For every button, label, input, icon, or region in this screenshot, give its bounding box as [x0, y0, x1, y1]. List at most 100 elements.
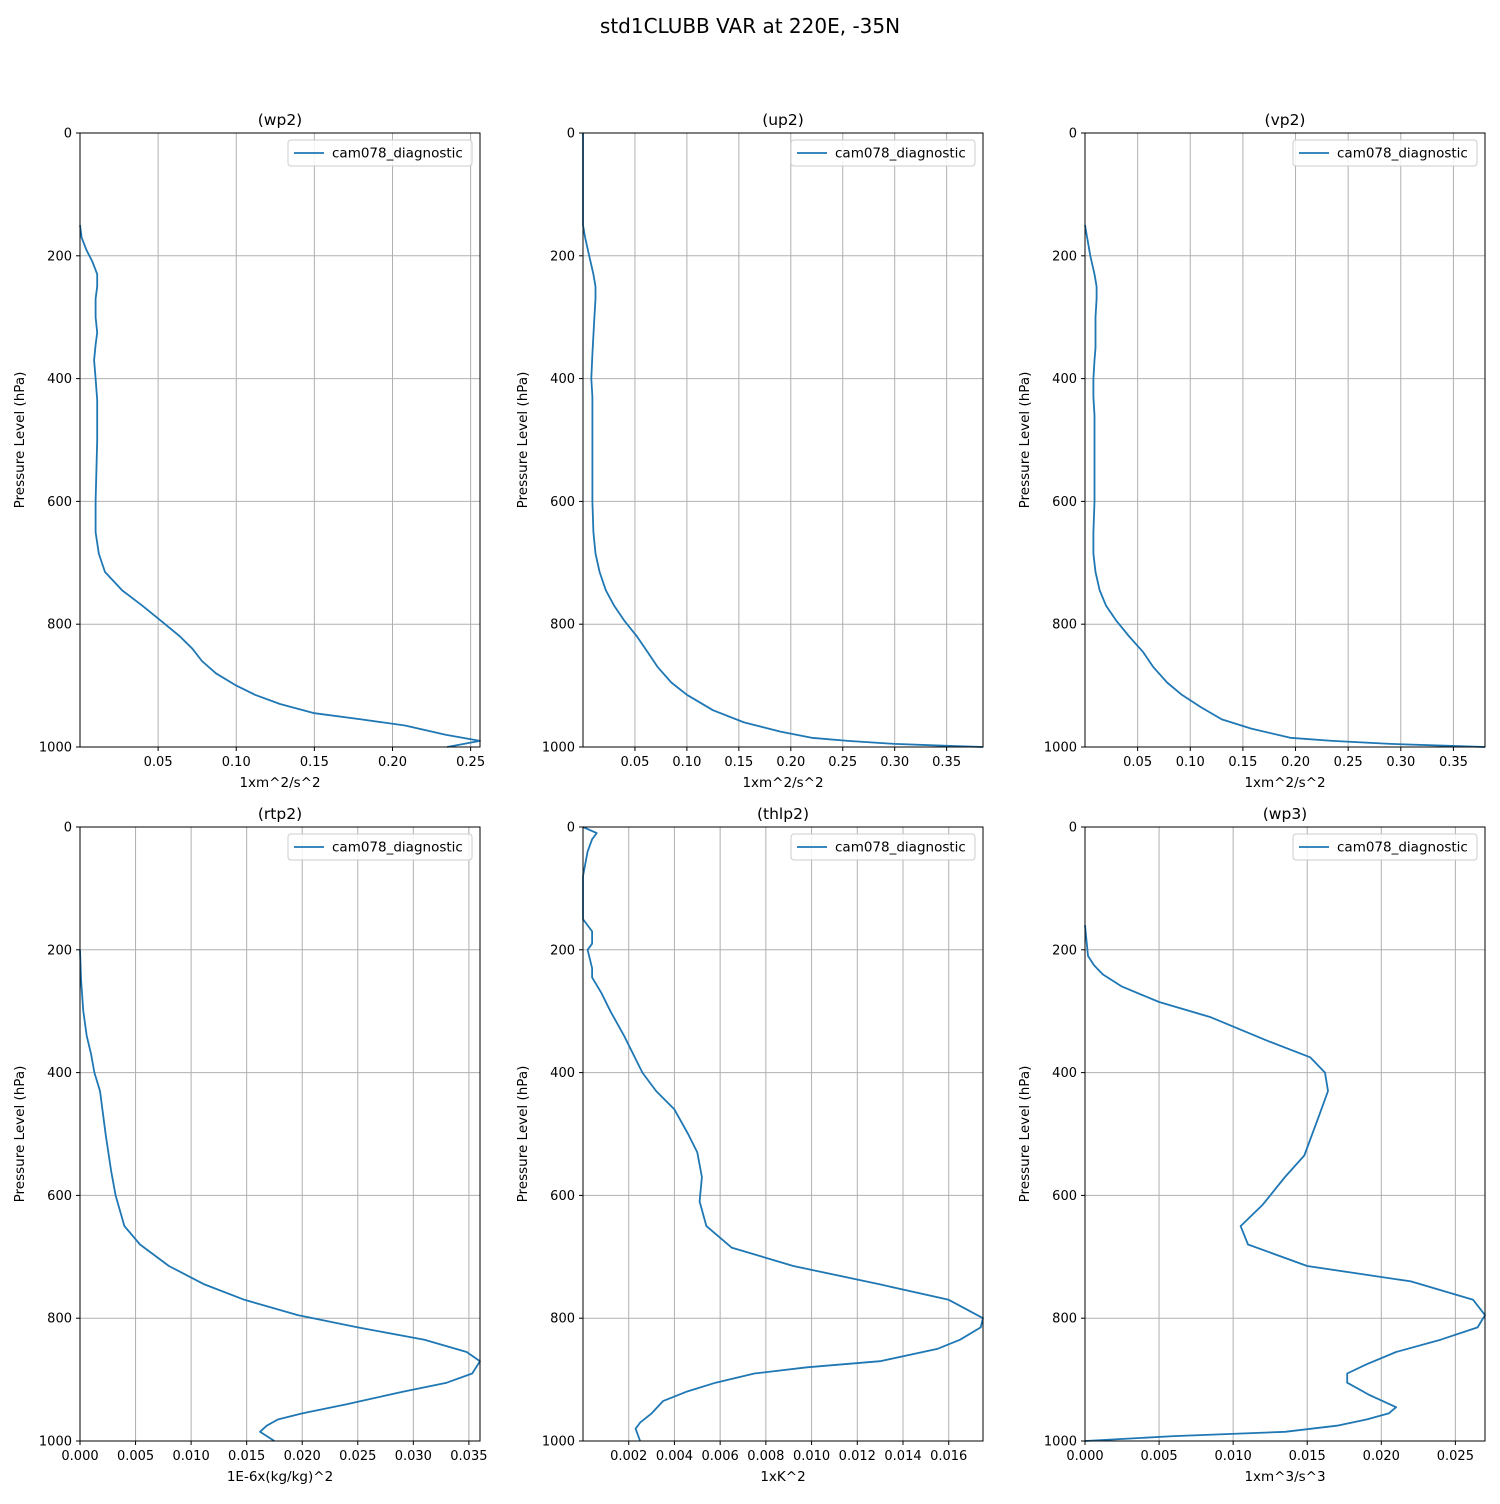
- legend-box: [287, 139, 473, 167]
- y-tick-label: 400: [47, 372, 72, 387]
- x-tick-label: 0.006: [702, 1449, 739, 1464]
- series-line: [582, 133, 984, 748]
- x-tick-label: 0.25: [828, 755, 857, 770]
- x-tick-label: 0.014: [884, 1449, 921, 1464]
- figure-title: std1CLUBB VAR at 220E, -35N: [599, 14, 901, 38]
- y-tick-label: 0: [1069, 821, 1077, 836]
- legend-label: cam078_diagnostic: [332, 840, 463, 856]
- subplot-wp2: 0.05 0.10 0.15 0.20 0.25 0 200 400 600 800 1000 (wp…: [12, 111, 485, 791]
- x-tick-label: 0.10: [222, 755, 251, 770]
- x-axis-label: 1xm^2/s^2: [742, 775, 823, 791]
- y-tick-label: 200: [550, 943, 575, 958]
- y-tick-label: 600: [550, 495, 575, 510]
- axes-frame: [79, 826, 481, 1442]
- axes-frame: [1084, 132, 1486, 748]
- y-tick-label: 800: [47, 618, 72, 633]
- x-tick-label: 0.10: [672, 755, 701, 770]
- x-tick-label: 0.010: [793, 1449, 830, 1464]
- legend: cam078_diagnostic: [790, 833, 976, 861]
- y-tick-label: 800: [1052, 1312, 1077, 1327]
- y-tick-label: 400: [1052, 372, 1077, 387]
- y-tick-label: 1000: [542, 741, 575, 756]
- subplot-title: (wp2): [258, 111, 302, 129]
- y-tick-label: 0: [567, 821, 575, 836]
- x-tick-label: 0.035: [450, 1449, 487, 1464]
- x-tick-label: 0.015: [1289, 1449, 1326, 1464]
- y-tick-label: 1000: [39, 1435, 72, 1450]
- legend: cam078_diagnostic: [287, 139, 473, 167]
- y-tick-label: 0: [64, 821, 72, 836]
- legend-box: [790, 833, 976, 861]
- y-axis-label: Pressure Level (hPa): [12, 372, 28, 509]
- subplot-vp2: 0.05 0.10 0.15 0.20 0.25 0.30 0.35 0 200 400 600 80…: [1017, 111, 1486, 791]
- x-tick-label: 0.000: [61, 1449, 98, 1464]
- legend-box: [287, 833, 473, 861]
- x-tick-label: 0.15: [724, 755, 753, 770]
- y-tick-label: 200: [550, 249, 575, 264]
- x-axis-label: 1xm^3/s^3: [1244, 1469, 1325, 1485]
- axes-frame: [582, 826, 984, 1442]
- x-tick-label: 0.005: [117, 1449, 154, 1464]
- legend: cam078_diagnostic: [1292, 833, 1478, 861]
- x-tick-label: 0.005: [1140, 1449, 1177, 1464]
- y-tick-label: 0: [1069, 127, 1077, 142]
- series-line: [1084, 224, 1486, 748]
- x-tick-label: 0.30: [880, 755, 909, 770]
- subplot-title: (rtp2): [258, 805, 302, 823]
- y-tick-label: 400: [550, 372, 575, 387]
- subplot-title: (up2): [762, 111, 804, 129]
- y-tick-label: 200: [47, 249, 72, 264]
- y-tick-label: 0: [567, 127, 575, 142]
- x-tick-label: 0.30: [1386, 755, 1415, 770]
- legend: cam078_diagnostic: [1292, 139, 1478, 167]
- y-tick-label: 0: [64, 127, 72, 142]
- subplot-title: (wp3): [1263, 805, 1307, 823]
- subplot-up2: 0.05 0.10 0.15 0.20 0.25 0.30 0.35 0 200 400 600 80…: [515, 111, 984, 791]
- y-axis-label: Pressure Level (hPa): [1017, 372, 1033, 509]
- legend-label: cam078_diagnostic: [332, 146, 463, 162]
- x-axis-label: 1xm^2/s^2: [239, 775, 320, 791]
- x-tick-label: 0.15: [300, 755, 329, 770]
- x-tick-label: 0.010: [173, 1449, 210, 1464]
- y-tick-label: 400: [47, 1066, 72, 1081]
- x-tick-label: 0.000: [1066, 1449, 1103, 1464]
- y-tick-label: 1000: [1044, 741, 1077, 756]
- subplot-wp3: 0.000 0.005 0.010 0.015 0.020 0.025 0 200 400 600…: [1017, 805, 1486, 1485]
- y-tick-label: 800: [550, 618, 575, 633]
- y-tick-label: 1000: [1044, 1435, 1077, 1450]
- x-tick-label: 0.35: [1439, 755, 1468, 770]
- x-axis-label: 1xm^2/s^2: [1244, 775, 1325, 791]
- x-tick-label: 0.10: [1176, 755, 1205, 770]
- legend-box: [1292, 833, 1478, 861]
- x-tick-label: 0.25: [456, 755, 485, 770]
- y-axis-label: Pressure Level (hPa): [12, 1066, 28, 1203]
- legend-label: cam078_diagnostic: [835, 146, 966, 162]
- x-tick-label: 0.25: [1334, 755, 1363, 770]
- legend-label: cam078_diagnostic: [1337, 146, 1468, 162]
- x-tick-label: 0.002: [610, 1449, 647, 1464]
- x-tick-label: 0.20: [1281, 755, 1310, 770]
- y-tick-label: 200: [47, 943, 72, 958]
- y-axis-label: Pressure Level (hPa): [515, 372, 531, 509]
- x-tick-label: 0.015: [228, 1449, 265, 1464]
- axes-frame: [79, 132, 481, 748]
- y-tick-label: 600: [47, 495, 72, 510]
- subplot-title: (thlp2): [757, 805, 809, 823]
- legend-label: cam078_diagnostic: [1337, 840, 1468, 856]
- legend: cam078_diagnostic: [287, 833, 473, 861]
- x-tick-label: 0.008: [747, 1449, 784, 1464]
- y-axis-label: Pressure Level (hPa): [1017, 1066, 1033, 1203]
- series-line: [79, 949, 481, 1442]
- legend: cam078_diagnostic: [790, 139, 976, 167]
- subplot-thlp2: 0.002 0.004 0.006 0.008 0.010 0.012 0.014 0.016…: [515, 805, 984, 1485]
- x-tick-label: 0.025: [1437, 1449, 1474, 1464]
- x-tick-label: 0.012: [839, 1449, 876, 1464]
- y-axis-label: Pressure Level (hPa): [515, 1066, 531, 1203]
- y-tick-label: 400: [1052, 1066, 1077, 1081]
- y-tick-label: 400: [550, 1066, 575, 1081]
- x-tick-label: 0.20: [378, 755, 407, 770]
- y-tick-label: 200: [1052, 249, 1077, 264]
- x-tick-label: 0.20: [776, 755, 805, 770]
